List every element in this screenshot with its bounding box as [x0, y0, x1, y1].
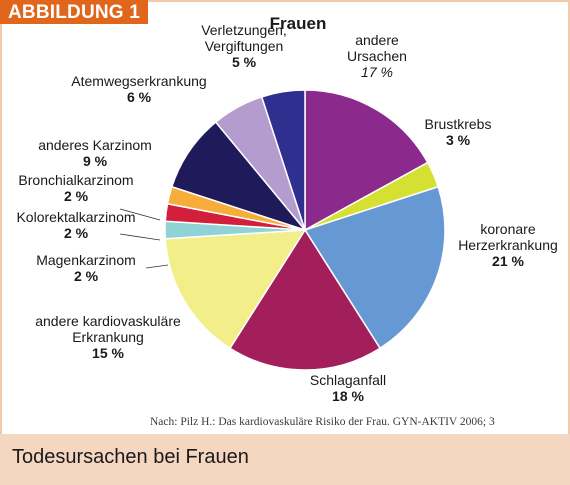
figure-badge: ABBILDUNG 1: [0, 0, 149, 24]
slice-value-label: 18 %: [332, 388, 364, 404]
slice-value-label: 17 %: [361, 64, 393, 80]
slice-label: Atemwegserkrankung: [71, 73, 206, 89]
caption-bar: Todesursachen bei Frauen: [0, 434, 570, 485]
chart-title: Frauen: [270, 14, 327, 33]
pie-slice: [260, 89, 306, 231]
slice-label: anderes Karzinom: [38, 137, 152, 153]
pie-slice: [303, 185, 446, 350]
leader-line: [145, 264, 169, 269]
leader-line: [119, 208, 161, 221]
slice-label: koronare: [480, 221, 535, 237]
slice-value-label: 9 %: [83, 153, 108, 169]
slice-label: andere: [355, 32, 399, 48]
slice-value-label: 15 %: [92, 345, 124, 361]
slice-value-label: 5 %: [232, 54, 257, 70]
pie-slice: [304, 89, 429, 232]
pie-slice: [164, 229, 307, 350]
slice-label: andere kardiovaskuläre: [35, 313, 181, 329]
slice-label: Bronchialkarzinom: [18, 172, 133, 188]
slice-value-label: 6 %: [127, 89, 152, 105]
slice-label: Verletzungen,: [201, 22, 287, 38]
pie-slice: [228, 228, 382, 371]
slice-label: Ursachen: [347, 48, 407, 64]
figure-caption: Todesursachen bei Frauen: [12, 446, 249, 468]
slice-label: Schlaganfall: [310, 372, 386, 388]
slice-value-label: 2 %: [64, 225, 89, 241]
slice-label: Kolorektalkarzinom: [16, 209, 135, 225]
slice-label: Brustkrebs: [425, 116, 492, 132]
slice-label: Herzerkrankung: [458, 237, 558, 253]
source-note: Nach: Pilz H.: Das kardiovaskuläre Risik…: [150, 416, 495, 428]
slice-label: Vergiftungen: [205, 38, 284, 54]
pie-slice: [170, 121, 308, 232]
slice-value-label: 2 %: [74, 268, 99, 284]
slice-value-label: 2 %: [64, 188, 89, 204]
slice-value-label: 3 %: [446, 132, 471, 148]
slice-label: Erkrankung: [72, 329, 144, 345]
slice-value-label: 21 %: [492, 253, 524, 269]
slice-label: Magenkarzinom: [36, 252, 136, 268]
leader-line: [119, 233, 161, 241]
